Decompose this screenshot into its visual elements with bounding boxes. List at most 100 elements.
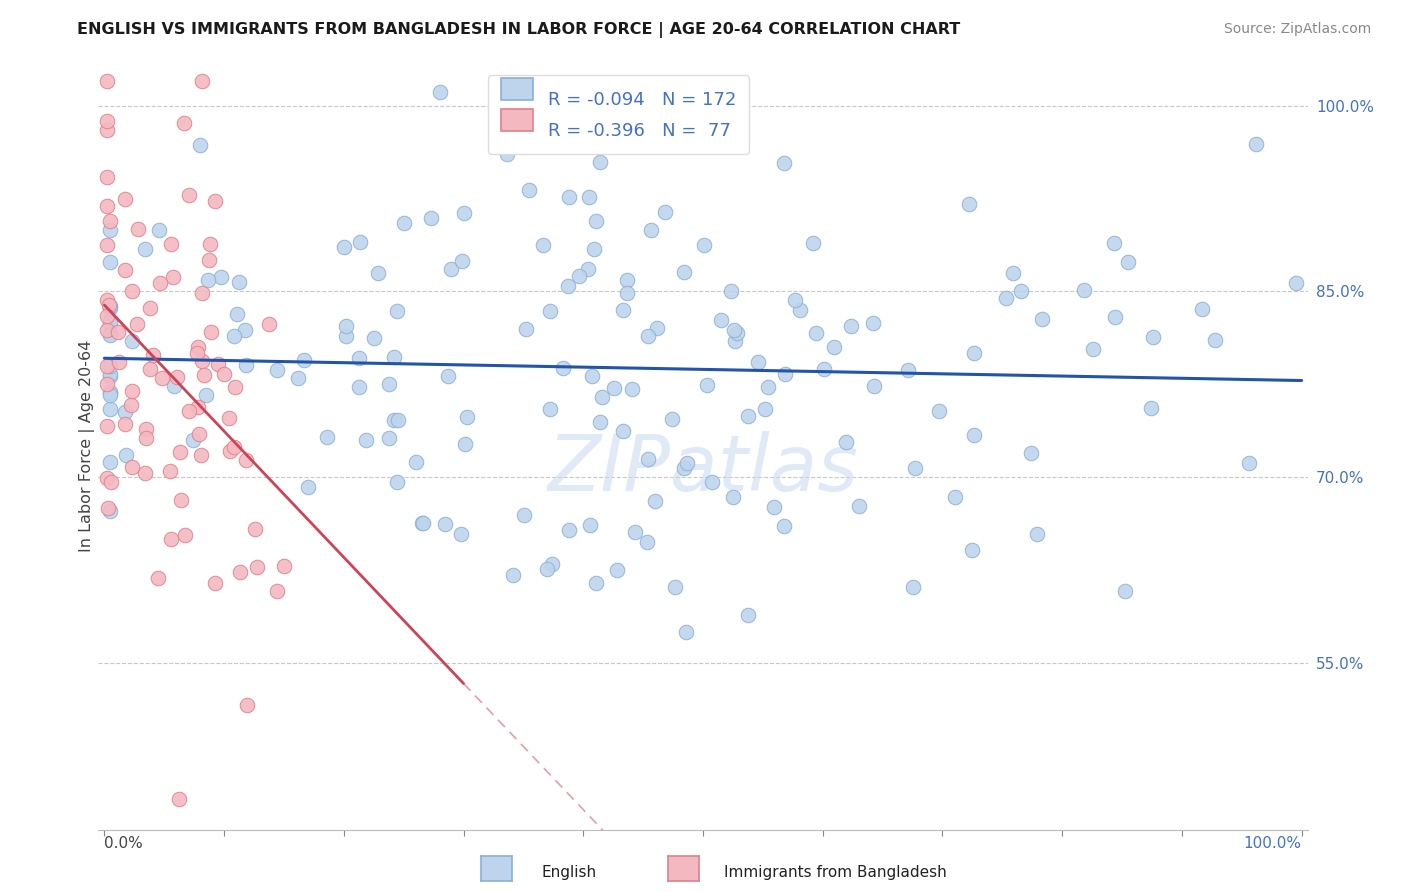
Point [382, 350, 405, 364]
Point [169, 444, 191, 458]
Point [773, 368, 796, 382]
Point [644, 494, 666, 508]
Point [193, 368, 215, 382]
Point [710, 313, 733, 327]
Point [557, 523, 579, 537]
Point [675, 624, 697, 639]
Point [197, 273, 219, 287]
Point [960, 543, 983, 558]
Point [606, 563, 628, 577]
Point [96, 114, 118, 128]
Point [536, 562, 558, 576]
Point [1026, 527, 1049, 541]
Point [582, 242, 605, 256]
Point [363, 331, 385, 345]
Point [100, 385, 122, 400]
Point [179, 404, 201, 418]
Point [177, 188, 200, 202]
Point [737, 409, 759, 424]
Point [335, 329, 357, 343]
Point [100, 255, 122, 269]
Point [747, 355, 769, 369]
Point [897, 362, 920, 376]
Point [588, 155, 610, 169]
Point [1244, 136, 1267, 151]
Point [226, 307, 249, 321]
Point [1104, 235, 1126, 250]
Point [212, 367, 235, 381]
Point [96, 199, 118, 213]
Point [737, 607, 759, 622]
Point [316, 430, 339, 444]
Point [135, 421, 157, 435]
Point [292, 353, 315, 368]
Text: ENGLISH VS IMMIGRANTS FROM BANGLADESH IN LABOR FORCE | AGE 20-64 CORRELATION CHA: ENGLISH VS IMMIGRANTS FROM BANGLADESH IN… [77, 22, 960, 38]
Point [1019, 445, 1042, 459]
Point [661, 412, 683, 426]
Point [696, 378, 718, 392]
Point [616, 273, 638, 287]
Point [97, 298, 120, 312]
Text: 100.0%: 100.0% [1243, 836, 1302, 851]
Point [114, 405, 136, 419]
Point [672, 265, 695, 279]
Point [235, 452, 257, 467]
Point [720, 284, 742, 298]
Point [531, 237, 554, 252]
Point [943, 490, 966, 504]
Point [640, 222, 662, 236]
Point [191, 74, 214, 88]
Point [297, 480, 319, 494]
Point [724, 334, 747, 349]
Point [576, 262, 599, 277]
Point [1081, 342, 1104, 356]
Point [335, 318, 357, 333]
Point [150, 371, 173, 385]
Point [963, 428, 986, 442]
Point [121, 460, 143, 475]
Point [229, 565, 252, 579]
Point [675, 456, 697, 470]
Point [218, 411, 240, 425]
Point [502, 567, 524, 582]
Point [167, 791, 190, 805]
Point [96, 74, 118, 88]
Point [804, 326, 827, 341]
Point [96, 293, 118, 307]
Point [121, 285, 143, 299]
Point [191, 354, 214, 368]
Point [190, 448, 212, 462]
Point [349, 351, 371, 366]
Point [405, 455, 427, 469]
Point [97, 501, 120, 516]
Point [367, 267, 389, 281]
Point [96, 418, 118, 433]
Point [204, 575, 226, 590]
Point [235, 358, 257, 372]
Point [762, 500, 785, 515]
Point [207, 357, 229, 371]
Point [100, 359, 122, 373]
Y-axis label: In Labor Force | Age 20-64: In Labor Force | Age 20-64 [79, 340, 96, 552]
Point [538, 304, 561, 318]
Point [453, 206, 475, 220]
Point [773, 518, 796, 533]
Point [645, 321, 668, 335]
Point [100, 222, 122, 236]
Point [440, 262, 463, 277]
Point [612, 424, 634, 438]
Point [98, 214, 121, 228]
Point [107, 325, 129, 339]
Point [114, 263, 136, 277]
Point [186, 346, 208, 360]
Text: Source: ZipAtlas.com: Source: ZipAtlas.com [1223, 22, 1371, 37]
Point [456, 410, 478, 425]
Point [100, 314, 122, 328]
Point [222, 440, 245, 454]
Point [673, 461, 696, 475]
Text: ZIPatlas: ZIPatlas [547, 431, 859, 507]
Point [451, 253, 474, 268]
Point [957, 196, 980, 211]
Point [450, 527, 472, 541]
Point [623, 525, 645, 540]
